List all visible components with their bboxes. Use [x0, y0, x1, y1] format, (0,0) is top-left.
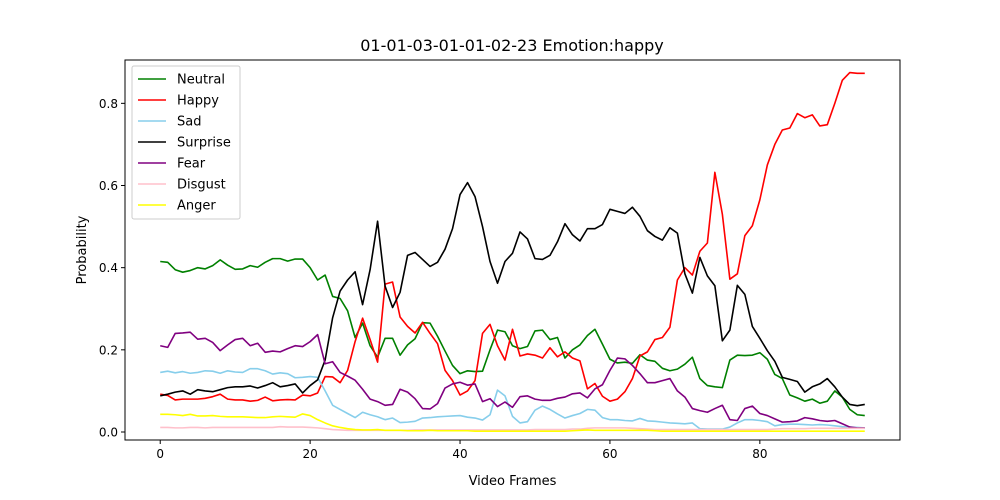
x-tick-label: 60 [602, 447, 617, 461]
series-line-anger [160, 413, 865, 432]
series-line-sad [160, 367, 865, 430]
y-tick-label: 0.8 [99, 97, 118, 111]
series-line-surprise [160, 181, 865, 407]
x-tick-label: 80 [752, 447, 767, 461]
y-tick-label: 0.4 [99, 261, 118, 275]
y-axis-label: Probability [75, 215, 90, 284]
legend-label-disgust: Disgust [177, 178, 226, 193]
legend: Neutral Happy Sad Surprise Fear Disgust Anger [131, 65, 241, 220]
legend-label-fear: Fear [177, 157, 206, 172]
series-line-disgust [160, 425, 865, 432]
series-line-fear [160, 331, 865, 429]
legend-label-anger: Anger [177, 199, 216, 214]
y-tick-label: 0.6 [99, 179, 118, 193]
series-line-neutral [160, 257, 865, 417]
legend-box [131, 65, 241, 220]
series-line-happy [160, 71, 865, 402]
y-tick-label: 0.0 [99, 425, 118, 439]
x-tick-label: 40 [452, 447, 467, 461]
axis-ticks: 0 20 40 60 80 0.0 0.2 0.4 0.6 0.8 [99, 97, 768, 461]
axes-frame [124, 59, 901, 441]
legend-label-surprise: Surprise [177, 136, 231, 151]
legend-label-neutral: Neutral [177, 73, 225, 88]
legend-label-happy: Happy [177, 94, 219, 109]
y-tick-label: 0.2 [99, 343, 118, 357]
x-tick-label: 0 [156, 447, 164, 461]
x-tick-label: 20 [302, 447, 317, 461]
chart-title: 01-01-03-01-01-02-23 Emotion:happy [360, 36, 664, 55]
x-axis-label: Video Frames [469, 474, 557, 489]
legend-label-sad: Sad [177, 115, 201, 130]
series-lines [160, 71, 865, 432]
